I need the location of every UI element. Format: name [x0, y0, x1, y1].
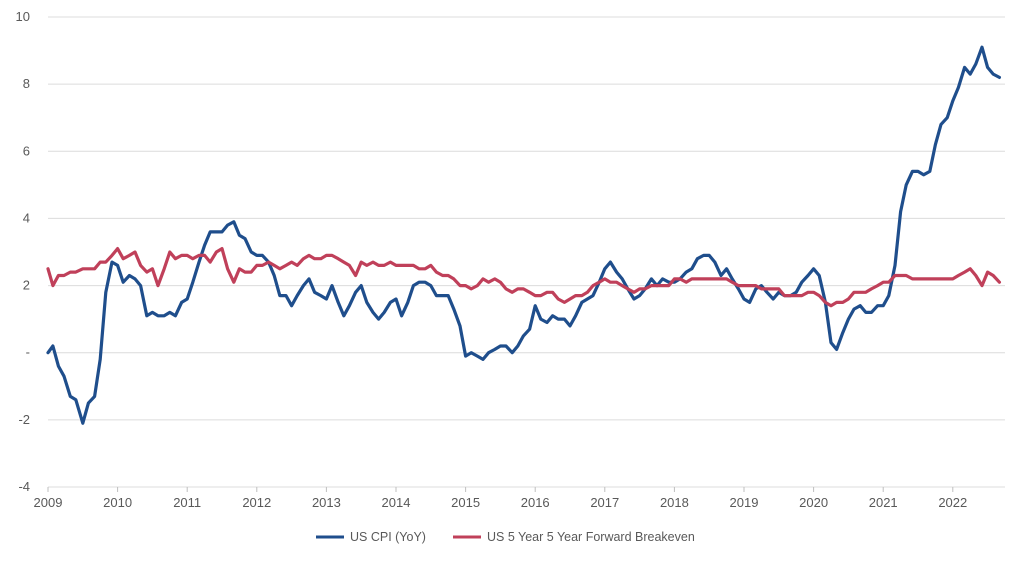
legend-label-1: US 5 Year 5 Year Forward Breakeven: [487, 530, 695, 544]
y-tick-label: 10: [16, 9, 30, 24]
y-tick-label: -: [26, 345, 30, 360]
y-tick-label: 6: [23, 143, 30, 158]
y-tick-label: -4: [18, 479, 30, 494]
legend: US CPI (YoY) US 5 Year 5 Year Forward Bre…: [316, 530, 695, 544]
x-tick-label: 2013: [312, 495, 341, 510]
series-line-0: [46, 45, 1001, 425]
x-axis-ticks: 2009 2010 2011 2012 2013 2014 2015 2016 2017 2018…: [34, 487, 967, 510]
y-axis-ticks: 10 8 6 4 2 - -2 -4: [16, 9, 30, 494]
x-tick-label: 2018: [660, 495, 689, 510]
y-tick-label: 4: [23, 210, 30, 225]
x-tick-label: 2020: [799, 495, 828, 510]
x-tick-label: 2009: [34, 495, 63, 510]
x-tick-label: 2016: [521, 495, 550, 510]
x-tick-label: 2015: [451, 495, 480, 510]
y-tick-label: 2: [23, 278, 30, 293]
y-tick-label: -2: [18, 412, 30, 427]
x-tick-label: 2011: [173, 495, 201, 510]
y-tick-label: 8: [23, 76, 30, 91]
x-tick-label: 2019: [730, 495, 759, 510]
x-tick-label: 2010: [103, 495, 132, 510]
x-tick-label: 2014: [382, 495, 411, 510]
series-line-1: [46, 247, 1001, 308]
x-tick-label: 2012: [242, 495, 271, 510]
x-tick-label: 2022: [938, 495, 967, 510]
x-tick-label: 2021: [869, 495, 898, 510]
gridlines: [48, 16, 1005, 488]
legend-label-0: US CPI (YoY): [350, 530, 426, 544]
x-tick-label: 2017: [590, 495, 619, 510]
series-lines: [46, 45, 1001, 425]
